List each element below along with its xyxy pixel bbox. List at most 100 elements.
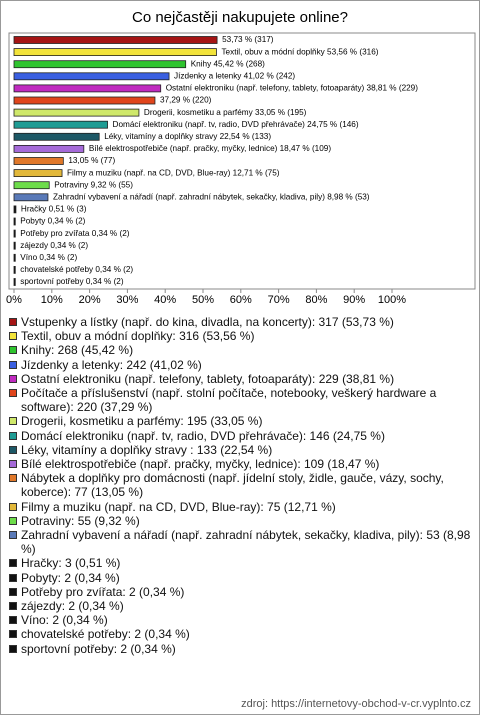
legend-item: sportovní potřeby: 2 (0,34 %) bbox=[9, 642, 471, 656]
bar bbox=[13, 181, 50, 190]
legend-label: Léky, vitamíny a doplňky stravy : 133 (2… bbox=[21, 442, 273, 457]
legend-swatch bbox=[9, 332, 17, 341]
bar-label: Potraviny 9,32 % (55) bbox=[54, 180, 133, 189]
legend-item: chovatelské potřeby: 2 (0,34 %) bbox=[9, 627, 471, 641]
bar bbox=[13, 278, 16, 286]
bar-label: Jízdenky a letenky 41,02 % (242) bbox=[174, 71, 295, 80]
chart: Co nejčastěji nakupujete online? 0% 10% 20… bbox=[6, 9, 476, 306]
legend-item: Drogerii, kosmetiku a parfémy: 195 (33,0… bbox=[9, 414, 471, 428]
bar bbox=[13, 36, 218, 44]
legend-item: Ostatní elektroniku (např. telefony, tab… bbox=[9, 372, 471, 386]
legend-swatch bbox=[9, 389, 17, 398]
legend-swatch bbox=[9, 502, 17, 511]
bar bbox=[13, 217, 16, 226]
legend-swatch bbox=[9, 474, 17, 483]
legend-swatch bbox=[9, 531, 17, 540]
legend-item: zájezdy: 2 (0,34 %) bbox=[9, 599, 471, 613]
bar bbox=[13, 193, 49, 202]
bar-label: Textil, obuv a módní doplňky 53,56 % (31… bbox=[221, 47, 378, 56]
legend-swatch bbox=[9, 602, 17, 611]
legend-label: Potraviny: 55 (9,32 %) bbox=[21, 513, 140, 528]
x-tick-label: 60% bbox=[230, 294, 252, 306]
x-tick-label: 40% bbox=[154, 294, 176, 306]
legend-item: Jízdenky a letenky: 242 (41,02 %) bbox=[9, 358, 471, 372]
bar-label: zájezdy 0,34 % (2) bbox=[20, 241, 88, 250]
source: zdroj: https://internetovy-obchod-v-cr.v… bbox=[241, 698, 471, 710]
bar-label: Bílé elektrospotřebiče (např. pračky, my… bbox=[89, 144, 332, 153]
legend-swatch bbox=[9, 445, 17, 454]
legend-swatch bbox=[9, 360, 17, 369]
bar bbox=[13, 84, 162, 93]
bar bbox=[13, 253, 16, 262]
legend-swatch bbox=[9, 573, 17, 582]
bar bbox=[13, 205, 17, 214]
legend-label: Textil, obuv a módní doplňky: 316 (53,56… bbox=[21, 329, 255, 344]
legend-item: Zahradní vybavení a nářadí (např. zahrad… bbox=[9, 528, 471, 556]
bar-label: Filmy a muziku (např. na CD, DVD, Blue-r… bbox=[67, 168, 280, 177]
legend-label: Pobyty: 2 (0,34 %) bbox=[21, 570, 120, 585]
legend-swatch bbox=[9, 318, 17, 326]
legend-item: Léky, vitamíny a doplňky stravy : 133 (2… bbox=[9, 443, 471, 457]
bar bbox=[13, 265, 16, 274]
legend-label: Knihy: 268 (45,42 %) bbox=[21, 343, 134, 358]
bar-label: sportovní potřeby 0,34 % (2) bbox=[20, 277, 124, 286]
legend-label: Jízdenky a letenky: 242 (41,02 %) bbox=[21, 357, 202, 372]
legend-label: Ostatní elektroniku (např. telefony, tab… bbox=[21, 371, 395, 386]
legend-swatch bbox=[9, 431, 17, 440]
x-tick-label: 70% bbox=[268, 294, 290, 306]
bar-label: Pobyty 0,34 % (2) bbox=[20, 217, 85, 226]
legend-item: Potraviny: 55 (9,32 %) bbox=[9, 514, 471, 528]
bar bbox=[13, 169, 63, 178]
legend-label: Potřeby pro zvířata: 2 (0,34 %) bbox=[21, 584, 185, 599]
x-tick-label: 0% bbox=[6, 294, 22, 306]
bar bbox=[13, 108, 140, 117]
bar-label: Ostatní elektroniku (např. telefony, tab… bbox=[166, 84, 419, 93]
legend-swatch bbox=[9, 460, 17, 469]
bar bbox=[13, 72, 170, 81]
legend-item: Víno: 2 (0,34 %) bbox=[9, 613, 471, 627]
legend-label: Počítače a příslušenství (např. stolní p… bbox=[21, 386, 437, 415]
x-tick-label: 50% bbox=[192, 294, 214, 306]
legend-label: Drogerii, kosmetiku a parfémy: 195 (33,0… bbox=[21, 414, 263, 429]
bar-label: 53,73 % (317) bbox=[222, 35, 274, 44]
bar bbox=[13, 241, 16, 250]
legend-swatch bbox=[9, 644, 17, 653]
bar-label: chovatelské potřeby 0,34 % (2) bbox=[20, 265, 133, 274]
bar-label: 37,29 % (220) bbox=[160, 96, 212, 105]
legend-label: Hračky: 3 (0,51 %) bbox=[21, 556, 121, 571]
legend-label: Vstupenky a lístky (např. do kina, divad… bbox=[21, 315, 394, 329]
legend-swatch bbox=[9, 587, 17, 596]
bar bbox=[13, 144, 85, 153]
legend-item: Textil, obuv a módní doplňky: 316 (53,56… bbox=[9, 329, 471, 343]
legend-item: Knihy: 268 (45,42 %) bbox=[9, 343, 471, 357]
legend-item: Hračky: 3 (0,51 %) bbox=[9, 556, 471, 570]
legend-swatch bbox=[9, 559, 17, 568]
bar-label: Víno 0,34 % (2) bbox=[20, 253, 77, 262]
x-tick-label: 90% bbox=[343, 294, 365, 306]
legend: Vstupenky a lístky (např. do kina, divad… bbox=[9, 315, 471, 656]
bar-label: Knihy 45,42 % (268) bbox=[191, 59, 265, 68]
bar bbox=[13, 96, 156, 105]
legend-label: Filmy a muziku (např. na CD, DVD, Blue-r… bbox=[21, 499, 336, 514]
x-tick-label: 10% bbox=[41, 294, 63, 306]
legend-label: Nábytek a doplňky pro domácnosti (např. … bbox=[21, 471, 444, 500]
bar bbox=[13, 48, 217, 56]
legend-swatch bbox=[9, 346, 17, 355]
bar bbox=[13, 120, 108, 129]
x-tick-label: 100% bbox=[378, 294, 406, 306]
legend-label: Bílé elektrospotřebiče (např. pračky, my… bbox=[21, 457, 380, 472]
legend-item: Nábytek a doplňky pro domácnosti (např. … bbox=[9, 471, 471, 499]
legend-item: Bílé elektrospotřebiče (např. pračky, my… bbox=[9, 457, 471, 471]
legend-swatch bbox=[9, 417, 17, 426]
legend-swatch bbox=[9, 374, 17, 383]
legend-label: chovatelské potřeby: 2 (0,34 %) bbox=[21, 627, 190, 642]
legend-label: Víno: 2 (0,34 %) bbox=[21, 613, 108, 628]
legend-item: Vstupenky a lístky (např. do kina, divad… bbox=[9, 315, 471, 329]
bar-label: Léky, vitamíny a doplňky stravy 22,54 % … bbox=[104, 132, 271, 141]
legend-label: zájezdy: 2 (0,34 %) bbox=[21, 599, 124, 614]
legend-label: Zahradní vybavení a nářadí (např. zahrad… bbox=[21, 528, 471, 557]
bar bbox=[13, 60, 187, 69]
x-tick-label: 20% bbox=[79, 294, 101, 306]
bar bbox=[13, 132, 100, 141]
